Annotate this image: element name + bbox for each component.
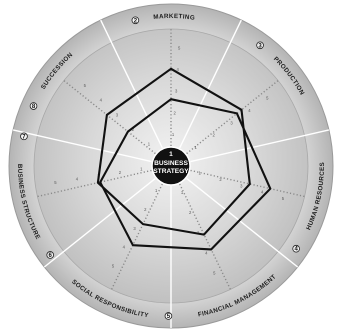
scale-tick-label: 2 [212,133,215,138]
scale-tick-label: 1 [172,132,175,137]
center-label-line2: STRATEGY [153,168,189,175]
scale-tick-label: 4 [248,108,251,113]
scale-tick-label: 2 [144,207,147,212]
center-number: 1 [169,151,173,158]
axis-line [186,80,279,155]
segment-number-badge [292,244,300,253]
scale-tick-label: 1 [140,167,143,172]
segment-number: 3 [258,43,262,49]
profile-polygon-1 [96,67,251,236]
segment-divider [12,129,152,163]
segment-divider [190,129,330,163]
axis-line [110,183,163,290]
scale-tick-label: 3 [116,112,119,117]
segment-number-badge [256,41,264,50]
scale-tick-label: 1 [148,142,151,147]
segment-number-badge [164,312,173,320]
scale-tick-label: 4 [261,190,264,195]
center-label-line1: BUSINESS [154,160,188,167]
axis-line [190,169,305,198]
scale-tick-label: 5 [282,196,285,201]
scale-tick-label: 4 [76,177,79,182]
scale-tick-label: 4 [205,250,208,255]
scale-tick-label: 5 [266,96,269,101]
segment-number-badge [20,132,28,141]
segment-number: 6 [49,253,53,259]
scale-tick-label: 3 [230,120,233,125]
scale-tick-label: 2 [219,177,222,182]
scale-tick-label: 5 [84,83,87,88]
segment-number: 7 [22,134,26,140]
segment-number: 4 [294,247,298,253]
segment-number: 2 [134,18,138,24]
segment-number-badge [29,102,38,110]
segment-label: MARKETING [146,13,195,22]
axis-line [63,80,156,155]
profile-polygon-2 [99,98,272,251]
scale-tick-label: 3 [175,89,178,94]
scale-tick-label: 1 [195,145,198,150]
segment-divider [179,19,242,149]
segment-divider [186,177,299,268]
axis-line [179,183,232,290]
scale-tick-label: 5 [213,271,216,276]
scale-tick-label: 4 [123,245,126,250]
scale-tick-label: 4 [100,98,103,103]
segment-divider [43,177,156,268]
segment-number-badge [46,251,55,259]
segment-dividers [12,19,330,328]
scale-tick-label: 3 [133,226,136,231]
scale-tick-label: 2 [132,127,135,132]
scale-tick-label: 1 [181,190,184,195]
scale-tick-label: 4 [176,67,179,72]
scale-tick-label: 1 [155,188,158,193]
segment-number-badge [131,16,140,25]
scale-tick-label: 5 [54,180,57,185]
scale-tick-label: 2 [189,210,192,215]
center-hub [151,146,191,186]
axis-lines [37,29,305,290]
scale-tick-label: 2 [173,110,176,115]
segment-divider [100,19,163,149]
scale-tick-label: 2 [119,170,122,175]
scale-tick-label: 3 [240,183,243,188]
assessment-profiles [96,67,272,251]
segment-number: 5 [167,314,171,320]
segment-number: 8 [32,104,36,110]
scale-tick-label: 5 [112,264,115,269]
scale-tick-label: 1 [199,171,202,176]
axis-line [37,169,152,198]
scale-tick-label: 5 [178,45,181,50]
